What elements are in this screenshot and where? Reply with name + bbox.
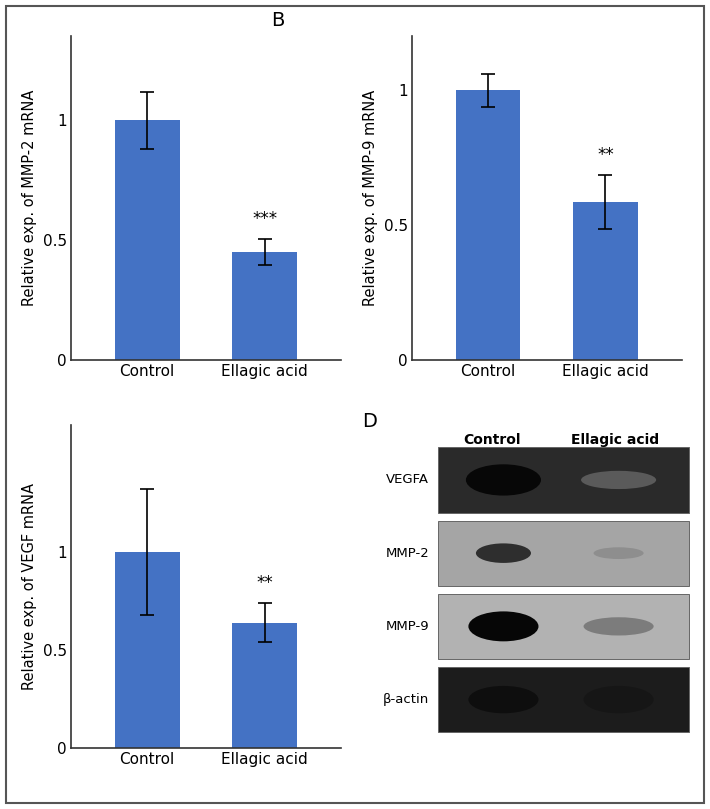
Text: Control: Control bbox=[463, 433, 520, 447]
Text: D: D bbox=[362, 412, 377, 430]
Ellipse shape bbox=[584, 686, 654, 714]
Bar bbox=[573, 202, 638, 360]
Bar bbox=[115, 121, 180, 360]
Bar bbox=[232, 252, 297, 360]
Ellipse shape bbox=[469, 686, 538, 714]
Bar bbox=[438, 667, 689, 732]
Ellipse shape bbox=[469, 612, 538, 642]
Text: Ellagic acid: Ellagic acid bbox=[572, 433, 660, 447]
Text: B: B bbox=[271, 11, 285, 29]
Text: MMP-2: MMP-2 bbox=[386, 547, 429, 560]
Text: MMP-9: MMP-9 bbox=[386, 620, 429, 633]
Bar bbox=[438, 594, 689, 659]
Ellipse shape bbox=[466, 464, 541, 496]
Bar bbox=[456, 91, 520, 360]
Bar bbox=[438, 447, 689, 513]
Text: VEGFA: VEGFA bbox=[386, 473, 429, 486]
Bar bbox=[438, 521, 689, 586]
Text: ***: *** bbox=[252, 210, 277, 227]
Y-axis label: Relative exp. of MMP-9 mRNA: Relative exp. of MMP-9 mRNA bbox=[363, 90, 378, 307]
Ellipse shape bbox=[581, 471, 656, 489]
Ellipse shape bbox=[476, 544, 531, 563]
Ellipse shape bbox=[584, 617, 654, 636]
Ellipse shape bbox=[594, 548, 644, 559]
Y-axis label: Relative exp. of VEGF mRNA: Relative exp. of VEGF mRNA bbox=[22, 483, 37, 690]
Text: **: ** bbox=[597, 146, 613, 164]
Bar bbox=[115, 553, 180, 748]
Text: **: ** bbox=[256, 574, 273, 592]
Bar bbox=[232, 623, 297, 748]
Text: β-actin: β-actin bbox=[383, 693, 429, 706]
Y-axis label: Relative exp. of MMP-2 mRNA: Relative exp. of MMP-2 mRNA bbox=[22, 90, 37, 307]
